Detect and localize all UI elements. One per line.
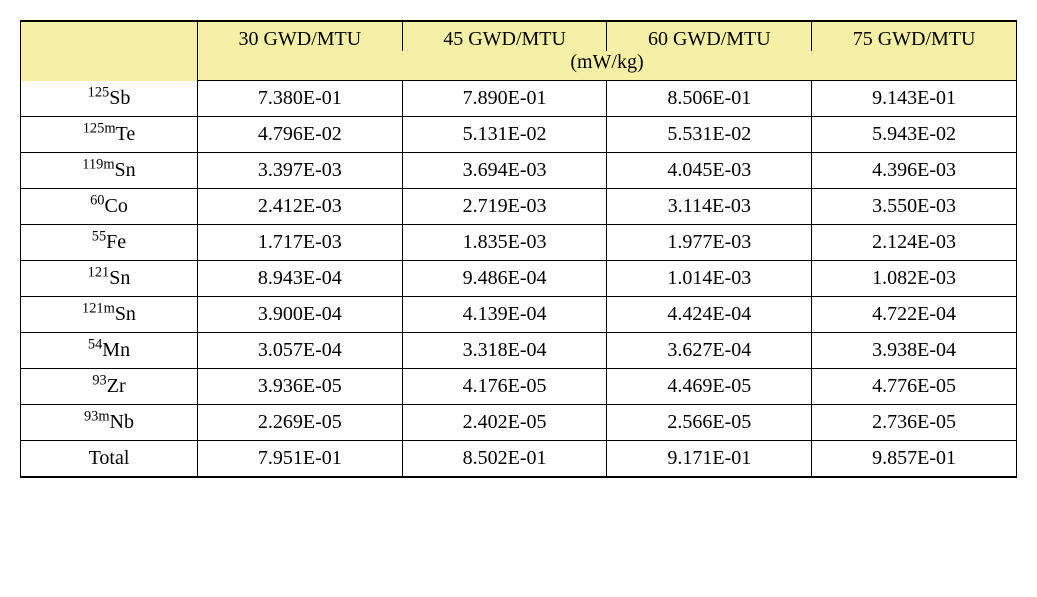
nuclide-mass-number: 55 [92,228,106,244]
nuclide-symbol: Mn [102,339,130,361]
table-row: 60Co2.412E-032.719E-033.114E-033.550E-03 [21,189,1017,225]
value-cell: 4.776E-05 [812,369,1017,405]
value-cell: 2.719E-03 [402,189,607,225]
value-cell: 3.550E-03 [812,189,1017,225]
value-cell: 1.082E-03 [812,261,1017,297]
value-cell: 9.486E-04 [402,261,607,297]
value-cell: 1.014E-03 [607,261,812,297]
nuclide-cell: 93Zr [21,369,198,405]
value-cell: 7.890E-01 [402,81,607,117]
value-cell: 3.936E-05 [197,369,402,405]
value-cell: 2.736E-05 [812,405,1017,441]
nuclide-symbol: Sb [109,87,130,109]
total-value-cell: 7.951E-01 [197,441,402,478]
value-cell: 1.717E-03 [197,225,402,261]
value-cell: 2.566E-05 [607,405,812,441]
value-cell: 4.045E-03 [607,153,812,189]
value-cell: 3.057E-04 [197,333,402,369]
total-value-cell: 9.171E-01 [607,441,812,478]
value-cell: 3.318E-04 [402,333,607,369]
nuclide-mass-number: 93m [84,408,110,424]
header-col-75: 75 GWD/MTU [812,21,1017,51]
nuclide-cell: 119mSn [21,153,198,189]
nuclide-mass-number: 93 [92,372,106,388]
nuclide-symbol: Fe [106,231,126,253]
nuclide-cell: 54Mn [21,333,198,369]
table-row: 93Zr3.936E-054.176E-054.469E-054.776E-05 [21,369,1017,405]
nuclide-mass-number: 125m [83,120,116,136]
value-cell: 2.269E-05 [197,405,402,441]
nuclide-cell: 121Sn [21,261,198,297]
nuclide-symbol: Te [116,123,136,145]
nuclide-symbol: Nb [110,411,134,433]
nuclide-symbol: Zr [107,375,126,397]
nuclide-symbol: Co [105,195,128,217]
value-cell: 3.114E-03 [607,189,812,225]
value-cell: 3.694E-03 [402,153,607,189]
value-cell: 4.796E-02 [197,117,402,153]
value-cell: 5.531E-02 [607,117,812,153]
value-cell: 1.977E-03 [607,225,812,261]
value-cell: 3.900E-04 [197,297,402,333]
total-value-cell: 8.502E-01 [402,441,607,478]
nuclide-cell: 60Co [21,189,198,225]
value-cell: 4.722E-04 [812,297,1017,333]
value-cell: 8.943E-04 [197,261,402,297]
table-row: 125mTe4.796E-025.131E-025.531E-025.943E-… [21,117,1017,153]
table-row-total: Total7.951E-018.502E-019.171E-019.857E-0… [21,441,1017,478]
nuclide-mass-number: 60 [90,192,104,208]
value-cell: 2.412E-03 [197,189,402,225]
nuclide-cell: 125Sb [21,81,198,117]
value-cell: 8.506E-01 [607,81,812,117]
value-cell: 5.943E-02 [812,117,1017,153]
nuclide-mass-number: 121 [88,264,110,280]
nuclide-cell: 121mSn [21,297,198,333]
value-cell: 2.402E-05 [402,405,607,441]
nuclide-mass-number: 119m [82,156,114,172]
header-col-30: 30 GWD/MTU [197,21,402,51]
value-cell: 2.124E-03 [812,225,1017,261]
nuclide-cell: 125mTe [21,117,198,153]
header-col-60: 60 GWD/MTU [607,21,812,51]
value-cell: 4.139E-04 [402,297,607,333]
table-row: 119mSn3.397E-033.694E-034.045E-034.396E-… [21,153,1017,189]
nuclide-symbol: Sn [109,267,130,289]
isotope-table: 30 GWD/MTU 45 GWD/MTU 60 GWD/MTU 75 GWD/… [20,20,1017,478]
nuclide-cell: 93mNb [21,405,198,441]
header-unit: (mW/kg) [197,51,1016,81]
value-cell: 3.938E-04 [812,333,1017,369]
nuclide-cell: 55Fe [21,225,198,261]
total-value-cell: 9.857E-01 [812,441,1017,478]
nuclide-mass-number: 121m [82,300,115,316]
value-cell: 9.143E-01 [812,81,1017,117]
value-cell: 4.176E-05 [402,369,607,405]
value-cell: 4.424E-04 [607,297,812,333]
table-row: 55Fe1.717E-031.835E-031.977E-032.124E-03 [21,225,1017,261]
value-cell: 4.469E-05 [607,369,812,405]
nuclide-mass-number: 54 [88,336,102,352]
value-cell: 3.397E-03 [197,153,402,189]
table-row: 93mNb2.269E-052.402E-052.566E-052.736E-0… [21,405,1017,441]
value-cell: 5.131E-02 [402,117,607,153]
header-col-45: 45 GWD/MTU [402,21,607,51]
table-row: 54Mn3.057E-043.318E-043.627E-043.938E-04 [21,333,1017,369]
value-cell: 1.835E-03 [402,225,607,261]
nuclide-symbol: Sn [115,303,136,325]
value-cell: 3.627E-04 [607,333,812,369]
header-nuclide-blank [21,21,198,81]
nuclide-symbol: Sn [115,159,136,181]
table-body: 125Sb7.380E-017.890E-018.506E-019.143E-0… [21,81,1017,478]
table-row: 121mSn3.900E-044.139E-044.424E-044.722E-… [21,297,1017,333]
value-cell: 4.396E-03 [812,153,1017,189]
total-label-cell: Total [21,441,198,478]
value-cell: 7.380E-01 [197,81,402,117]
table-row: 121Sn8.943E-049.486E-041.014E-031.082E-0… [21,261,1017,297]
table-row: 125Sb7.380E-017.890E-018.506E-019.143E-0… [21,81,1017,117]
nuclide-mass-number: 125 [88,84,110,100]
